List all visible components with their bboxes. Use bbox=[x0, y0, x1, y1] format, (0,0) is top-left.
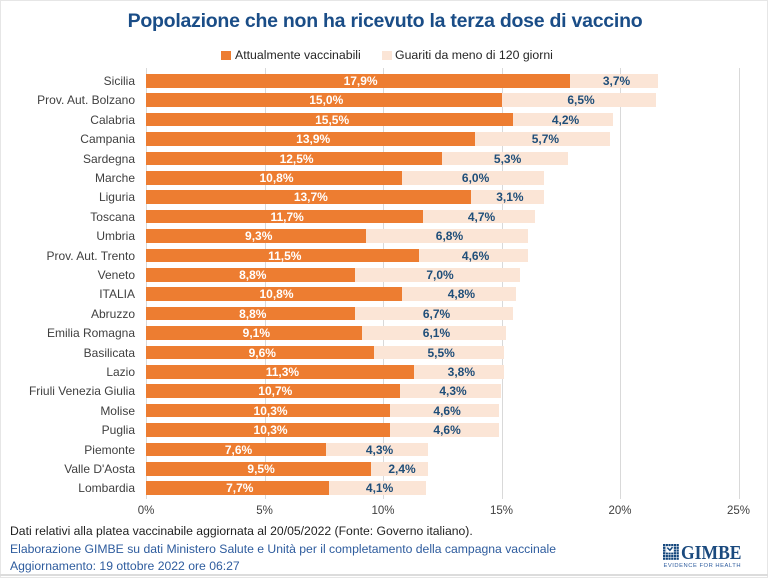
svg-text:GIMBE: GIMBE bbox=[681, 543, 742, 564]
svg-text:EVIDENCE FOR HEALTH: EVIDENCE FOR HEALTH bbox=[664, 563, 741, 569]
